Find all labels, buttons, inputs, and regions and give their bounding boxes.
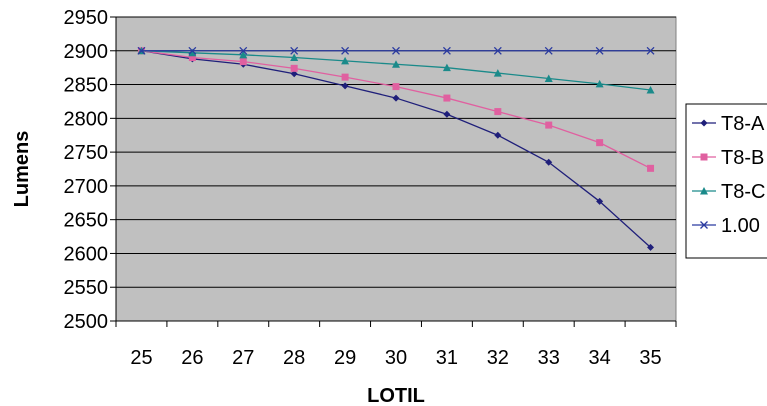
legend-label-t8-b: T8-B (721, 147, 764, 169)
x-tick-label: 29 (334, 347, 356, 369)
x-tick-label: 31 (436, 347, 458, 369)
y-tick-label: 2500 (64, 311, 109, 333)
legend-label-t8-a: T8-A (721, 113, 765, 135)
data-point (341, 73, 349, 81)
y-tick-label: 2950 (64, 7, 109, 29)
x-tick-label: 34 (589, 347, 611, 369)
x-tick-labels: 25 26 27 28 29 30 31 32 33 34 35 (130, 347, 661, 369)
legend-marker-t8-b (700, 153, 708, 161)
data-point (545, 121, 553, 129)
y-tick-label: 2800 (64, 108, 109, 130)
x-tick-label: 25 (130, 347, 152, 369)
data-point (188, 46, 197, 55)
data-point (493, 46, 502, 55)
data-point (494, 108, 502, 116)
legend-box (685, 103, 767, 259)
data-point (494, 131, 502, 139)
x-tick-label: 28 (283, 347, 305, 369)
data-point (647, 243, 655, 251)
data-point (596, 139, 604, 147)
y-tick-label: 2750 (64, 142, 109, 164)
y-tick-label: 2650 (64, 210, 109, 232)
data-point (596, 197, 604, 205)
x-tick-label: 26 (181, 347, 203, 369)
data-point (595, 79, 604, 88)
data-point (341, 56, 350, 65)
data-point (646, 85, 655, 94)
data-point (493, 69, 502, 77)
x-axis-title: LOTIL (367, 385, 425, 406)
data-point (646, 46, 655, 55)
data-point (442, 46, 451, 55)
legend-marker-t8-a (700, 119, 708, 127)
data-point (443, 94, 451, 102)
data-point (239, 58, 247, 66)
legend-label-1-00: 1.00 (721, 215, 760, 237)
legend-marker-1-00 (700, 221, 708, 229)
y-tick-label: 2850 (64, 75, 109, 97)
x-tick-label: 32 (487, 347, 509, 369)
data-point (239, 50, 248, 59)
data-point (392, 94, 400, 102)
data-point (341, 46, 350, 55)
data-point (544, 46, 553, 55)
y-tick-labels: 2500 2550 2600 2650 2700 2750 2800 2850 2900 2950 (64, 7, 109, 333)
y-tick-label: 2600 (64, 243, 109, 265)
data-point (442, 63, 451, 72)
data-point (647, 164, 655, 172)
data-point (392, 60, 400, 68)
data-point (341, 82, 349, 90)
legend: T8-A T8-B T8-C 1.00 (685, 103, 767, 259)
y-tick-label: 2700 (64, 176, 109, 198)
data-point (188, 54, 196, 62)
data-point (188, 48, 197, 57)
data-point (545, 158, 553, 166)
data-point (290, 64, 298, 72)
data-point (544, 74, 553, 82)
data-point (392, 46, 400, 55)
data-point (443, 110, 451, 118)
x-tick-label: 35 (639, 347, 661, 369)
data-point (137, 46, 146, 55)
series-group (137, 46, 655, 251)
y-axis-title: Lumens (11, 131, 33, 208)
x-tick-label: 30 (385, 347, 407, 369)
y-tick-label: 2550 (64, 277, 109, 299)
data-point (392, 83, 400, 91)
x-tick-label: 33 (538, 347, 560, 369)
legend-label-t8-c: T8-C (721, 181, 765, 203)
x-tick-label: 27 (232, 347, 254, 369)
data-point (239, 46, 248, 55)
data-point (290, 53, 299, 62)
data-point (290, 70, 298, 78)
data-point (290, 46, 299, 55)
y-tick-label: 2900 (64, 41, 109, 63)
legend-marker-t8-c (700, 187, 708, 195)
axes (115, 17, 677, 327)
data-point (595, 46, 604, 55)
